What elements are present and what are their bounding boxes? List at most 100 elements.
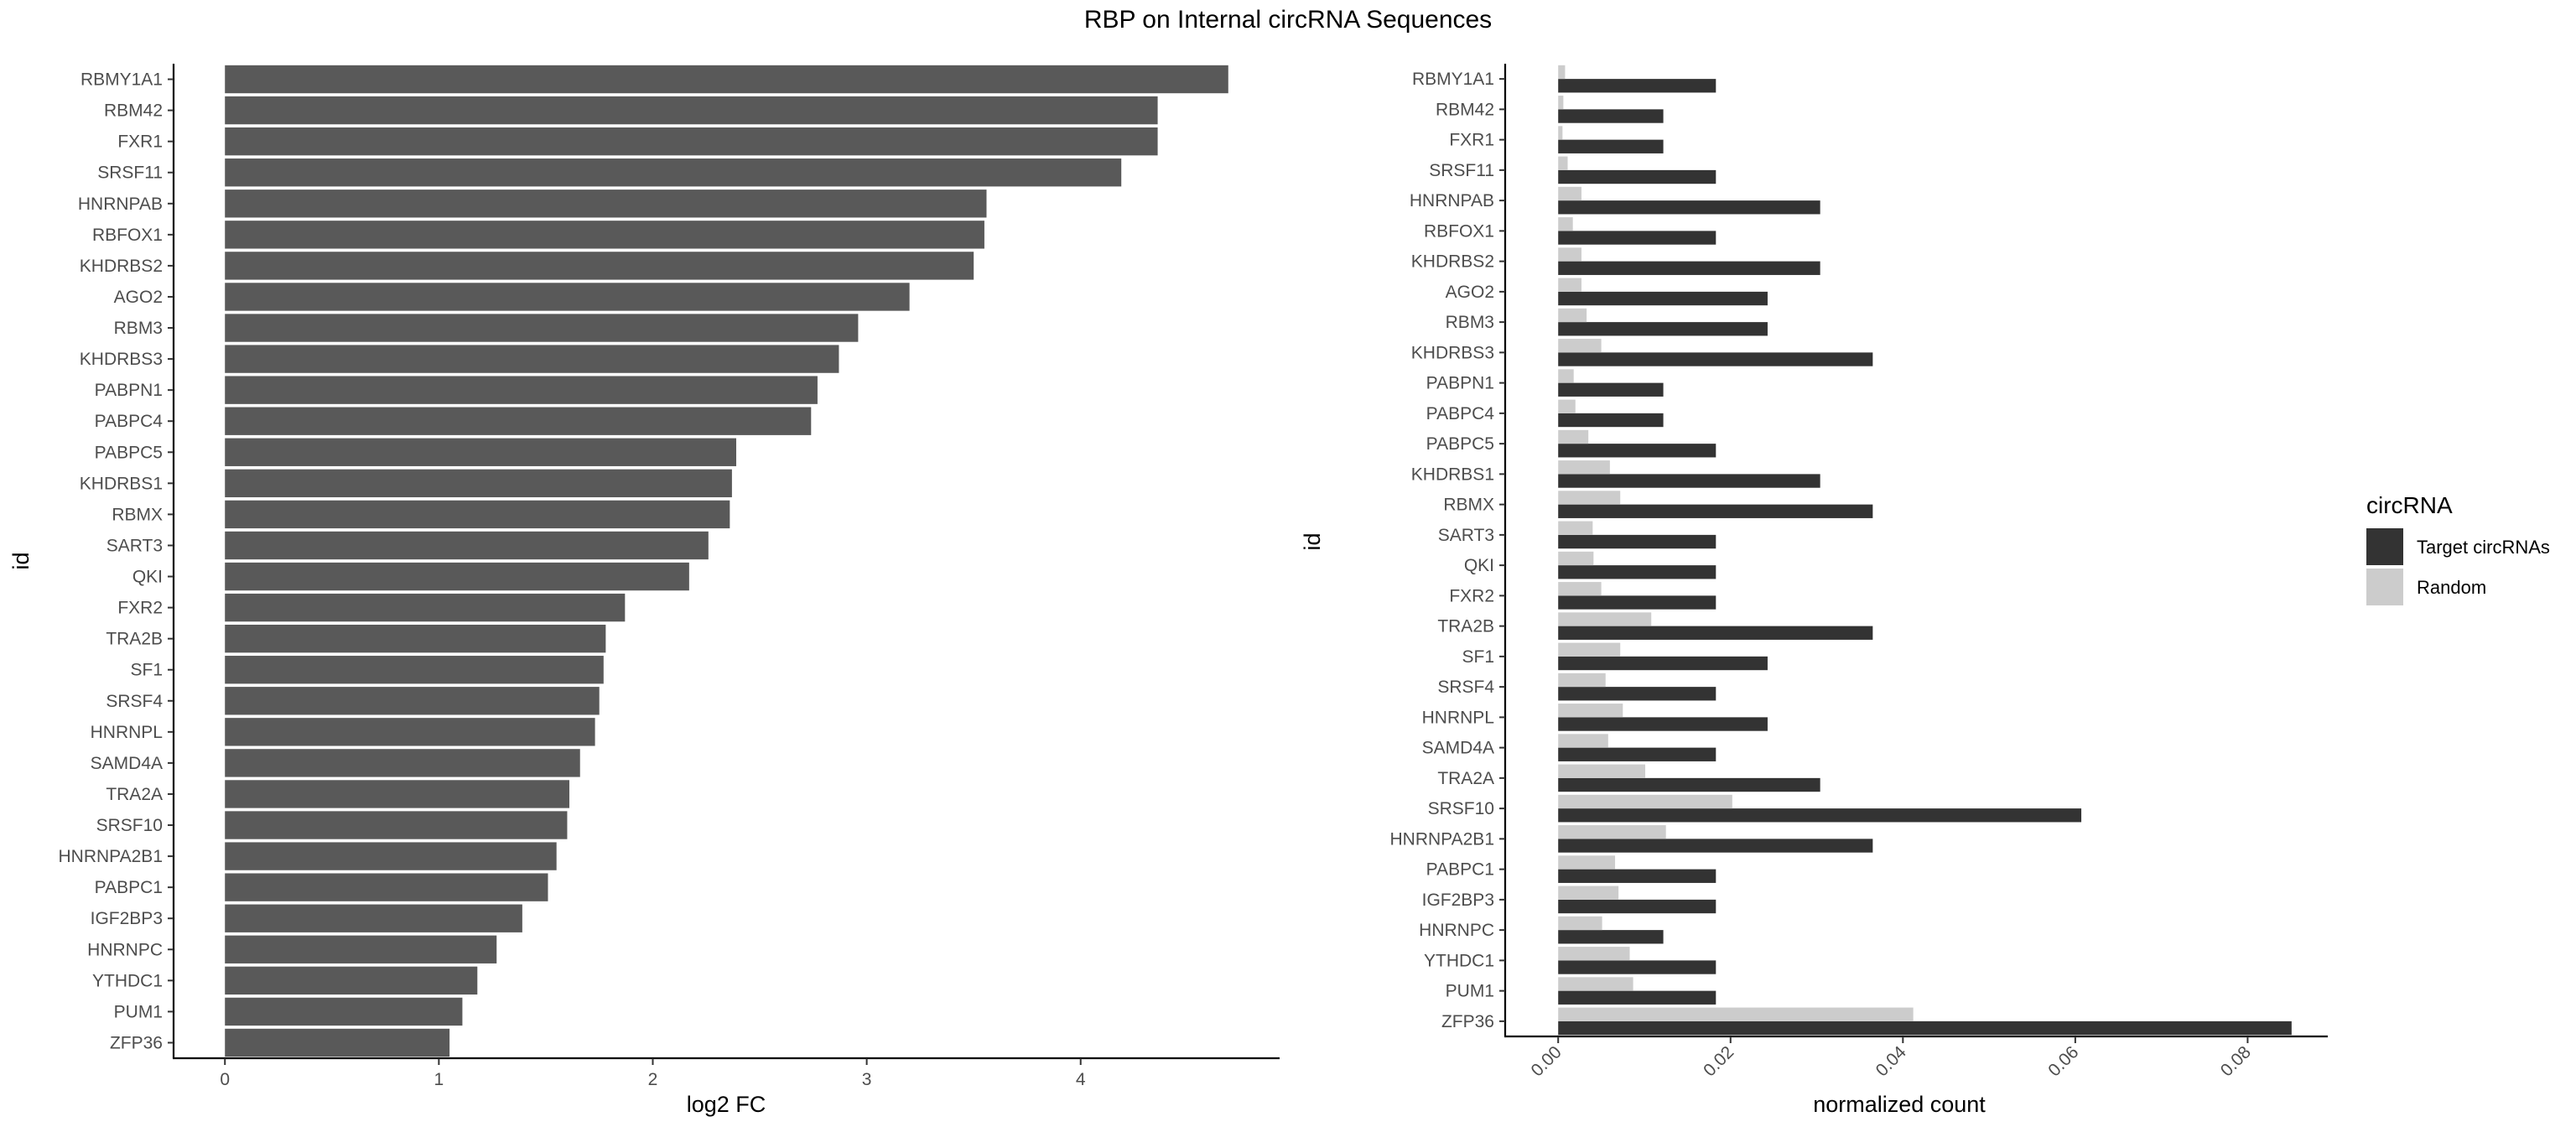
count-bar-random-rbm42 <box>1558 96 1564 110</box>
log2fc-bar-ago2 <box>225 283 910 311</box>
count-bar-target-circrnas-rbm3 <box>1558 322 1768 336</box>
count-bar-target-circrnas-samd4a <box>1558 747 1716 761</box>
count-bar-target-circrnas-ago2 <box>1558 291 1768 306</box>
count-bar-target-circrnas-hnrnpa2b1 <box>1558 839 1873 853</box>
log2fc-bar-pum1 <box>225 997 463 1026</box>
legend-swatch-random <box>2366 569 2403 605</box>
log2fc-y-tick-label-igf2bp3: IGF2BP3 <box>91 909 163 928</box>
log2fc-y-tick-label-rbm42: RBM42 <box>104 101 163 121</box>
count-bar-random-rbmy1a1 <box>1558 65 1566 80</box>
log2fc-y-tick-label-fxr1: FXR1 <box>117 132 163 152</box>
normalized-count-y-tick-label-hnrnpa2b1: HNRNPA2B1 <box>1390 829 1494 849</box>
normalized-count-bars <box>1558 65 2292 1036</box>
normalized-count-y-tick-label-rbm3: RBM3 <box>1446 313 1494 332</box>
log2fc-bar-fxr1 <box>225 127 1158 156</box>
count-bar-random-khdrbs2 <box>1558 247 1581 262</box>
count-bar-target-circrnas-sf1 <box>1558 656 1768 671</box>
log2fc-y-tick-label-pum1: PUM1 <box>114 1002 163 1021</box>
normalized-count-y-tick-label-srsf10: SRSF10 <box>1428 799 1494 818</box>
log2fc-y-tick-label-rbfox1: RBFOX1 <box>92 226 163 245</box>
log2fc-y-tick-label-ythdc1: YTHDC1 <box>92 971 163 990</box>
normalized-count-panel: RBMY1A1 RBM42 FXR1 SRSF11 HNRNPAB RBFOX1 KHDRB… <box>1300 64 2328 1117</box>
count-bar-target-circrnas-igf2bp3 <box>1558 899 1716 914</box>
normalized-count-x-axis-title: normalized count <box>1813 1092 1986 1117</box>
normalized-count-x-tick-label-0-08: 0.08 <box>2217 1042 2255 1080</box>
normalized-count-y-tick-label-fxr2: FXR2 <box>1449 586 1494 605</box>
legend: circRNA Target circRNAs Random <box>2366 492 2550 605</box>
log2fc-bar-pabpc5 <box>225 438 736 466</box>
count-bar-random-pabpc4 <box>1558 399 1576 413</box>
log2fc-y-tick-labels: RBMY1A1 RBM42 FXR1 SRSF11 HNRNPAB RBFOX1 KHDRB… <box>59 70 174 1052</box>
log2fc-bar-tra2b <box>225 624 606 653</box>
normalized-count-x-tick-label-0-02: 0.02 <box>1700 1042 1737 1080</box>
log2fc-bar-srsf10 <box>225 811 568 839</box>
log2fc-y-tick-label-pabpc5: PABPC5 <box>95 443 163 462</box>
log2fc-y-tick-label-rbmx: RBMX <box>112 505 163 524</box>
log2fc-bar-khdrbs3 <box>225 345 839 373</box>
log2fc-bar-qki <box>225 562 689 591</box>
log2fc-x-tick-label-1: 1 <box>434 1070 444 1089</box>
log2fc-y-tick-label-pabpc4: PABPC4 <box>95 412 164 431</box>
normalized-count-y-tick-label-rbmy1a1: RBMY1A1 <box>1412 70 1494 89</box>
log2fc-y-tick-label-hnrnpl: HNRNPL <box>91 723 163 742</box>
count-bar-target-circrnas-pabpc1 <box>1558 869 1716 883</box>
normalized-count-y-tick-label-ago2: AGO2 <box>1446 283 1494 302</box>
count-bar-target-circrnas-fxr1 <box>1558 139 1664 153</box>
normalized-count-y-tick-label-hnrnpc: HNRNPC <box>1419 921 1494 940</box>
log2fc-bar-rbfox1 <box>225 221 984 249</box>
count-bar-random-sf1 <box>1558 642 1621 657</box>
normalized-count-y-tick-label-hnrnpl: HNRNPL <box>1422 708 1494 727</box>
log2fc-y-tick-label-khdrbs1: KHDRBS1 <box>80 474 163 493</box>
log2fc-bar-srsf11 <box>225 158 1122 187</box>
log2fc-y-axis-title: id <box>8 552 34 569</box>
normalized-count-x-tick-label-0-04: 0.04 <box>1872 1042 1910 1080</box>
log2fc-bars <box>225 65 1228 1057</box>
count-bar-target-circrnas-rbm42 <box>1558 109 1664 123</box>
normalized-count-y-tick-label-rbfox1: RBFOX1 <box>1424 221 1494 241</box>
count-bar-random-hnrnpl <box>1558 704 1623 718</box>
count-bar-random-zfp36 <box>1558 1007 1914 1021</box>
normalized-count-y-tick-label-ythdc1: YTHDC1 <box>1424 951 1494 970</box>
log2fc-y-tick-label-qki: QKI <box>132 568 163 587</box>
count-bar-random-samd4a <box>1558 734 1608 748</box>
count-bar-target-circrnas-zfp36 <box>1558 1021 2292 1036</box>
log2fc-bar-khdrbs1 <box>225 469 732 498</box>
log2fc-y-tick-label-sart3: SART3 <box>106 536 163 555</box>
normalized-count-y-tick-label-srsf4: SRSF4 <box>1437 678 1494 697</box>
log2fc-x-tick-label-4: 4 <box>1076 1070 1086 1089</box>
count-bar-target-circrnas-pum1 <box>1558 990 1716 1005</box>
log2fc-y-tick-label-samd4a: SAMD4A <box>91 754 163 773</box>
normalized-count-y-tick-label-tra2a: TRA2A <box>1437 769 1494 788</box>
log2fc-bar-rbm3 <box>225 314 859 342</box>
count-bar-target-circrnas-khdrbs2 <box>1558 261 1820 275</box>
normalized-count-y-tick-label-qki: QKI <box>1464 556 1494 575</box>
normalized-count-y-tick-label-khdrbs2: KHDRBS2 <box>1411 252 1494 272</box>
normalized-count-y-tick-label-pabpc4: PABPC4 <box>1426 404 1495 423</box>
normalized-count-y-tick-label-zfp36: ZFP36 <box>1441 1012 1494 1031</box>
log2fc-y-tick-label-srsf11: SRSF11 <box>97 164 163 183</box>
count-bar-random-sart3 <box>1558 521 1593 535</box>
normalized-count-y-tick-label-hnrnpab: HNRNPAB <box>1410 191 1494 210</box>
count-bar-random-khdrbs1 <box>1558 460 1610 475</box>
log2fc-bar-hnrnpab <box>225 190 987 218</box>
log2fc-y-tick-label-tra2a: TRA2A <box>106 785 163 804</box>
count-bar-target-circrnas-khdrbs1 <box>1558 474 1820 488</box>
log2fc-bar-rbmy1a1 <box>225 65 1228 94</box>
normalized-count-x-tick-label-0-00: 0.00 <box>1528 1042 1566 1080</box>
normalized-count-y-tick-label-rbm42: RBM42 <box>1436 100 1494 119</box>
log2fc-y-tick-label-khdrbs3: KHDRBS3 <box>80 350 163 369</box>
normalized-count-y-tick-labels: RBMY1A1 RBM42 FXR1 SRSF11 HNRNPAB RBFOX1 KHDRB… <box>1390 70 1505 1031</box>
count-bar-random-tra2a <box>1558 764 1646 778</box>
count-bar-random-fxr1 <box>1558 126 1563 140</box>
count-bar-target-circrnas-ythdc1 <box>1558 960 1716 974</box>
log2fc-bar-hnrnpa2b1 <box>225 842 557 870</box>
count-bar-target-circrnas-khdrbs3 <box>1558 352 1873 366</box>
count-bar-target-circrnas-fxr2 <box>1558 595 1716 610</box>
count-bar-random-ago2 <box>1558 278 1581 292</box>
log2fc-y-tick-label-pabpn1: PABPN1 <box>95 381 163 400</box>
log2fc-bar-fxr2 <box>225 593 626 622</box>
log2fc-x-tick-label-3: 3 <box>862 1070 872 1089</box>
count-bar-target-circrnas-tra2a <box>1558 777 1820 792</box>
count-bar-target-circrnas-hnrnpab <box>1558 200 1820 215</box>
